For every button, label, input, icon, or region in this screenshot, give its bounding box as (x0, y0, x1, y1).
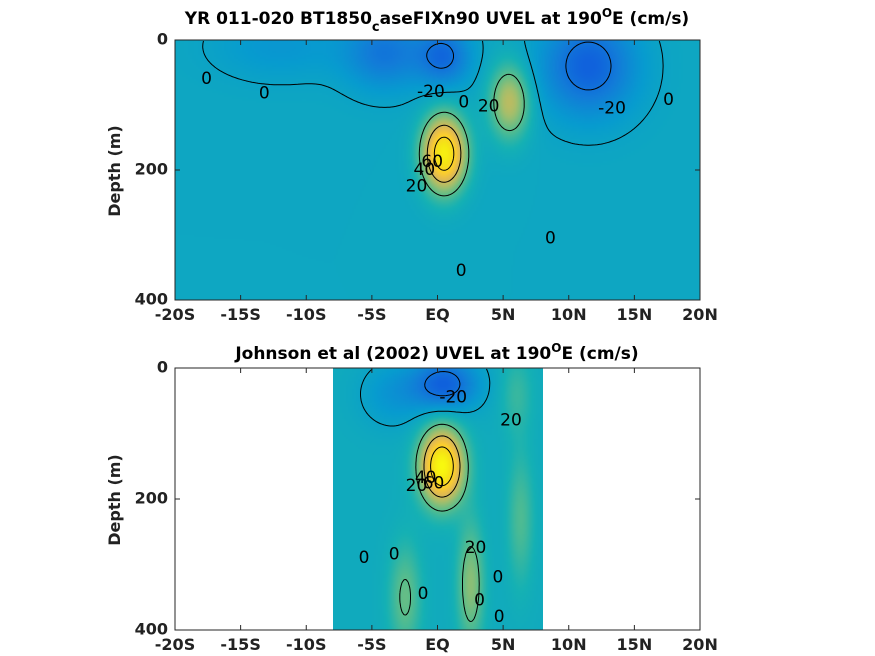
top-panel-ylabel: Depth (m) (105, 125, 124, 217)
contour-label: 0 (545, 228, 556, 248)
x-tick-label: 10N (551, 305, 587, 324)
contour-label: -20 (417, 82, 445, 102)
contour-line--20 (426, 41, 612, 91)
y-tick-label: 0 (157, 30, 168, 49)
contour-label: 0 (663, 90, 674, 110)
x-tick-label: 10N (551, 635, 587, 654)
y-tick-label: 400 (135, 620, 168, 639)
contour-label: 0 (418, 584, 429, 604)
x-tick-label: 15N (617, 635, 653, 654)
x-tick-label: -5S (357, 635, 386, 654)
contour-line-60 (433, 136, 455, 171)
contour-line-20 (418, 73, 525, 197)
contour-label: 20 (406, 176, 428, 196)
x-tick-label: 5N (491, 305, 516, 324)
x-tick-label: -20S (155, 305, 195, 324)
x-tick-label: EQ (425, 305, 450, 324)
contour-label: 0 (492, 568, 503, 588)
top-panel-title: YR 011-020 BT1850caseFIXn90 UVEL at 190O… (184, 6, 689, 35)
bottom-panel-title: Johnson et al (2002) UVEL at 190OE (cm/s… (234, 341, 638, 364)
contour-line-0 (202, 40, 664, 146)
contour-label: 0 (359, 548, 370, 568)
y-tick-label: 400 (135, 290, 168, 309)
bottom-panel-ylabel: Depth (m) (105, 454, 124, 546)
top-panel: YR 011-020 BT1850caseFIXn90 UVEL at 190O… (105, 6, 718, 324)
x-tick-label: -20S (155, 635, 195, 654)
contour-label: 0 (458, 92, 469, 112)
x-tick-label: -15S (220, 305, 260, 324)
contour-label: 20 (406, 476, 428, 496)
x-tick-label: 20N (682, 305, 718, 324)
contour-label: 20 (478, 96, 500, 116)
x-tick-label: 15N (617, 305, 653, 324)
contour-label: 20 (500, 410, 522, 430)
contour-line-40 (423, 435, 461, 498)
contour-label: 40 (414, 160, 436, 180)
contour-line-0 (360, 368, 491, 427)
x-tick-label: EQ (425, 635, 450, 654)
contour-label: 60 (421, 152, 443, 172)
x-tick-label: 5N (491, 635, 516, 654)
y-tick-label: 200 (135, 160, 168, 179)
x-tick-label: -10S (286, 305, 326, 324)
contour-line-20 (399, 423, 480, 622)
contour-label: 0 (259, 83, 270, 103)
bottom-panel: Johnson et al (2002) UVEL at 190OE (cm/s… (105, 341, 718, 654)
contour-label: 40 (415, 468, 437, 488)
contour-line-60 (430, 446, 454, 487)
x-tick-label: -10S (286, 635, 326, 654)
contour-label: -20 (598, 98, 626, 118)
contour-label: 0 (201, 69, 212, 89)
y-tick-label: 0 (157, 358, 168, 377)
contour-label: 60 (423, 473, 445, 493)
x-tick-label: -15S (220, 635, 260, 654)
contour-label: 0 (389, 545, 400, 565)
contour-label: 20 (465, 538, 487, 558)
contour-line--20 (424, 371, 461, 397)
x-tick-label: 20N (682, 635, 718, 654)
contour-line-40 (426, 124, 462, 183)
y-tick-label: 200 (135, 489, 168, 508)
contour-label: 0 (474, 591, 485, 611)
heatmap-image (333, 368, 543, 630)
x-tick-label: -5S (357, 305, 386, 324)
contour-label: -20 (439, 387, 467, 407)
contour-label: 0 (494, 607, 505, 627)
contour-label: 0 (456, 261, 467, 281)
